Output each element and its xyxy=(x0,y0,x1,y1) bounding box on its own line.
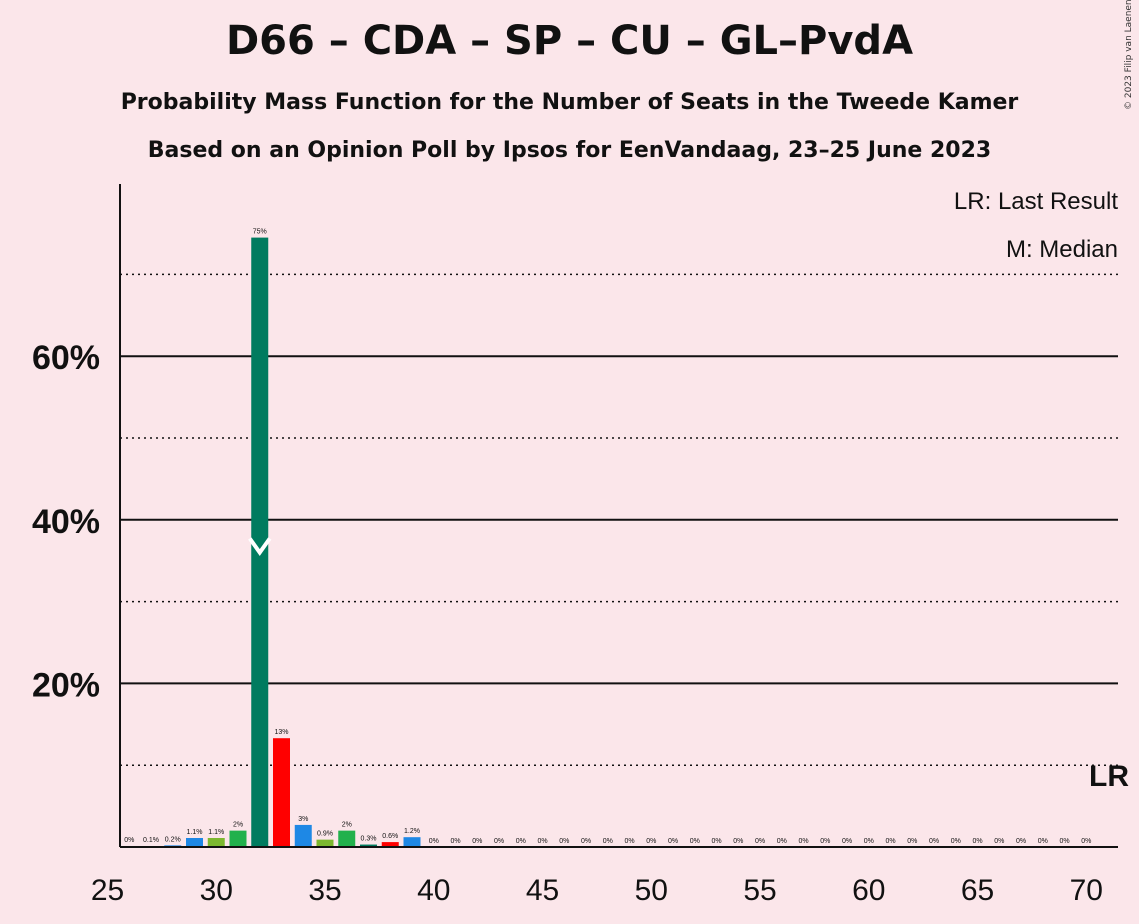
bar-value-label: 0.2% xyxy=(165,836,181,843)
bar-value-label: 0% xyxy=(624,838,634,845)
bar-value-label: 0% xyxy=(450,838,460,845)
chart-subtitle: Probability Mass Function for the Number… xyxy=(120,90,1019,115)
bar-value-label: 0.3% xyxy=(361,836,377,843)
bar-value-label: 0% xyxy=(124,837,134,844)
bar-value-label: 3% xyxy=(298,816,308,823)
bar-value-label: 0% xyxy=(711,838,721,845)
bar-value-label: 75% xyxy=(253,229,267,236)
bar xyxy=(251,237,269,848)
bar-value-label: 0.9% xyxy=(317,831,333,838)
bar-value-label: 0% xyxy=(907,838,917,845)
bar-value-label: 0% xyxy=(798,838,808,845)
bar-value-label: 0% xyxy=(1038,838,1048,845)
bar-value-label: 1.1% xyxy=(208,829,224,836)
bar-value-label: 0% xyxy=(951,838,961,845)
bar xyxy=(316,839,334,847)
bar xyxy=(403,837,421,847)
bar xyxy=(207,838,225,847)
bar-value-label: 0% xyxy=(668,838,678,845)
bar-value-label: 0% xyxy=(777,838,787,845)
median-marker xyxy=(248,537,272,556)
bar-value-label: 0% xyxy=(755,838,765,845)
bar-value-label: 2% xyxy=(342,822,352,829)
bar-value-label: 0% xyxy=(885,838,895,845)
last-result-marker: LR xyxy=(1089,760,1129,793)
chart-title: D66 – CDA – SP – CU – GL–PvdA xyxy=(225,18,914,64)
x-tick-label: 55 xyxy=(743,874,776,907)
bar-value-label: 0% xyxy=(603,838,613,845)
bar-value-label: 0.6% xyxy=(382,833,398,840)
bar xyxy=(338,830,356,847)
bar-value-label: 13% xyxy=(274,729,288,736)
x-tick-label: 45 xyxy=(526,874,559,907)
bar-value-label: 0% xyxy=(864,838,874,845)
bar-value-label: 0% xyxy=(820,838,830,845)
bar-value-label: 0% xyxy=(559,838,569,845)
bar xyxy=(294,824,312,847)
bar-value-label: 0% xyxy=(972,838,982,845)
grid-lines xyxy=(120,273,1118,766)
bar-value-label: 0% xyxy=(842,838,852,845)
bar-value-label: 0% xyxy=(516,838,526,845)
x-tick-label: 70 xyxy=(1070,874,1103,907)
bar-value-label: 0% xyxy=(646,838,656,845)
bar-value-label: 0.1% xyxy=(143,837,159,844)
bar xyxy=(381,842,399,847)
y-tick-label: 20% xyxy=(32,666,100,704)
bar-value-label: 0% xyxy=(429,838,439,845)
bar-value-label: 0% xyxy=(929,838,939,845)
x-tick-label: 40 xyxy=(417,874,450,907)
y-tick-label: 40% xyxy=(32,503,100,541)
bar-value-label: 1.2% xyxy=(404,828,420,835)
x-tick-label: 50 xyxy=(635,874,668,907)
x-tick-label: 25 xyxy=(91,874,124,907)
bar-value-label: 0% xyxy=(733,838,743,845)
bar-value-label: 0% xyxy=(690,838,700,845)
bar-value-label: 0% xyxy=(1016,838,1026,845)
legend-last-result: LR: Last Result xyxy=(954,188,1118,215)
bar xyxy=(186,838,203,847)
x-tick-label: 65 xyxy=(961,874,994,907)
bar-value-label: 0% xyxy=(581,838,591,845)
x-tick-label: 30 xyxy=(200,874,233,907)
legend-median: M: Median xyxy=(1006,236,1118,263)
bar xyxy=(360,844,377,847)
bar-value-label: 0% xyxy=(1081,838,1091,845)
bar-value-label: 0% xyxy=(537,838,547,845)
axes: 20% 40% 60% 25 30 35 40 45 50 55 60 65 70 xyxy=(32,184,1118,907)
x-tick-label: 35 xyxy=(308,874,341,907)
bar-value-label: 1.1% xyxy=(187,829,203,836)
bar-value-label: 0% xyxy=(494,838,504,845)
bar-value-label: 0% xyxy=(472,838,482,845)
bar xyxy=(273,738,290,847)
y-tick-label: 60% xyxy=(32,339,100,377)
bar-value-label: 0% xyxy=(1059,838,1069,845)
chart-source-line: Based on an Opinion Poll by Ipsos for Ee… xyxy=(147,138,992,163)
bar-value-label: 0% xyxy=(994,838,1004,845)
bar xyxy=(229,830,247,847)
x-tick-label: 60 xyxy=(852,874,885,907)
bar-series: 0% 0.1% 0.2% 1.1% 1.1% 2% 75% 13% 3% 0.9% 2% 0.3% 0.… xyxy=(120,229,1091,848)
bar-value-label: 2% xyxy=(233,822,243,829)
